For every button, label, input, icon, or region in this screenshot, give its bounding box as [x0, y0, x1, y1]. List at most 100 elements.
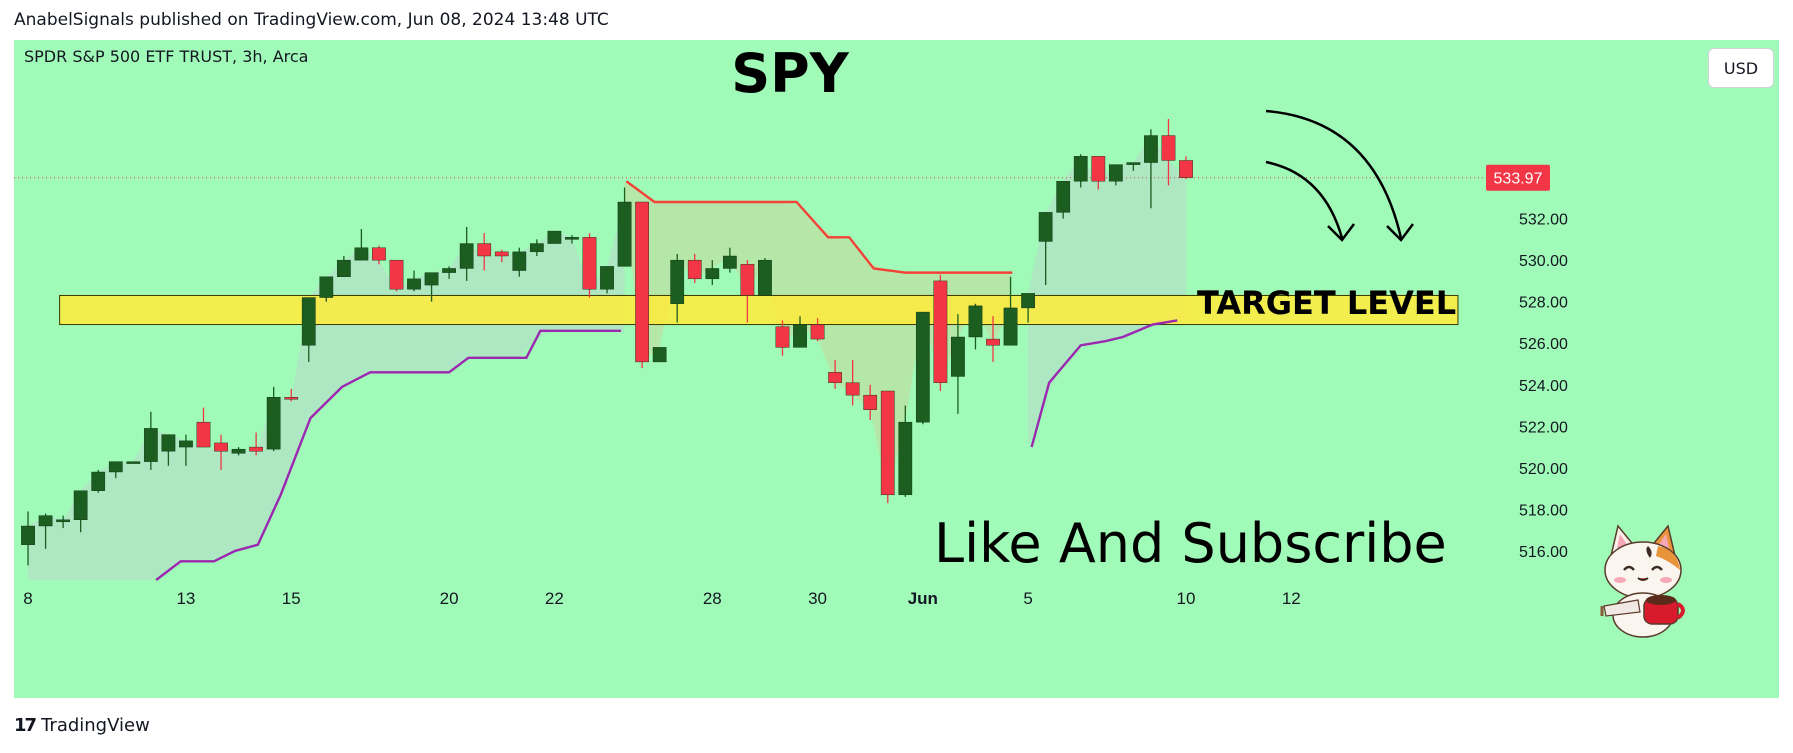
- candle: [1144, 135, 1158, 163]
- x-tick-label: 13: [176, 589, 195, 608]
- tradingview-logo[interactable]: 17 TradingView: [14, 715, 150, 736]
- x-tick-label: 5: [1023, 589, 1032, 608]
- candle: [968, 305, 983, 338]
- x-tick-label: 22: [545, 589, 564, 608]
- candle: [687, 259, 702, 280]
- candle: [933, 280, 948, 383]
- candle: [1038, 212, 1053, 242]
- arrow-head-2: [1386, 223, 1414, 242]
- y-tick-label: 526.00: [1519, 336, 1568, 353]
- candle: [617, 201, 632, 267]
- y-tick-label: 524.00: [1519, 378, 1568, 395]
- target-zone: [59, 294, 1459, 326]
- candle: [845, 382, 860, 396]
- candle: [915, 311, 930, 423]
- candle: [73, 490, 88, 520]
- x-tick-label: Jun: [908, 589, 938, 608]
- x-tick-label: 30: [808, 589, 827, 608]
- candle: [442, 268, 456, 273]
- x-tick-label: 10: [1177, 589, 1196, 608]
- candle: [38, 515, 53, 527]
- candle: [565, 237, 579, 240]
- support-line-2: [1030, 319, 1178, 448]
- candle: [705, 268, 720, 280]
- target-level-label: TARGET LEVEL: [1197, 284, 1456, 322]
- tradingview-logo-icon: 17: [14, 715, 37, 736]
- chart-title: SPY: [731, 42, 849, 105]
- candle: [1073, 156, 1088, 182]
- candle: [161, 434, 176, 452]
- tradingview-logo-text: TradingView: [41, 715, 150, 736]
- candle: [722, 255, 737, 269]
- candle: [477, 243, 492, 257]
- candle: [108, 461, 123, 473]
- candle: [1091, 156, 1106, 182]
- support-shade-2: [1028, 135, 1187, 448]
- arrow-head-1: [1327, 223, 1355, 242]
- candle: [670, 259, 685, 304]
- candle: [652, 347, 667, 363]
- publisher-caption: AnabelSignals published on TradingView.c…: [14, 10, 609, 30]
- y-tick-label: 522.00: [1519, 419, 1568, 436]
- candle: [284, 397, 299, 400]
- candle: [1021, 293, 1035, 309]
- chart-area[interactable]: 516.00 518.00 520.00 522.00 524.00 526.00 528.…: [14, 40, 1779, 698]
- candle: [214, 442, 228, 452]
- x-tick-label: 15: [282, 589, 301, 608]
- candle: [793, 324, 807, 348]
- y-tick-label: 532.00: [1519, 212, 1568, 229]
- candle: [372, 247, 386, 261]
- candle: [512, 251, 527, 271]
- candle: [986, 338, 1000, 346]
- candle: [863, 394, 878, 410]
- arrow-curve-1: [1265, 160, 1344, 239]
- candle: [600, 266, 614, 290]
- candle: [1126, 162, 1141, 165]
- resistance-line: [625, 180, 1013, 274]
- candle: [354, 247, 369, 261]
- y-tick-label: 530.00: [1519, 253, 1568, 270]
- candle: [1161, 135, 1176, 161]
- candle: [1056, 181, 1071, 213]
- candle: [126, 461, 141, 464]
- candle: [529, 243, 544, 253]
- candle: [1179, 160, 1193, 178]
- candle: [1108, 164, 1123, 182]
- x-tick-label: 20: [440, 589, 459, 608]
- symbol-info: SPDR S&P 500 ETF TRUST, 3h, Arca: [24, 47, 308, 66]
- last-price-badge: [1486, 164, 1550, 191]
- cat-sticker-icon: [1600, 524, 1685, 638]
- candle: [196, 421, 211, 448]
- candle: [424, 272, 439, 286]
- candle: [898, 421, 913, 496]
- candle: [459, 243, 474, 269]
- candle: [21, 525, 35, 545]
- candle: [56, 519, 70, 523]
- candle: [91, 471, 106, 491]
- x-tick-label: 28: [703, 589, 722, 608]
- candle: [301, 297, 316, 346]
- arrow-curve-2: [1265, 109, 1403, 239]
- currency-button[interactable]: USD: [1708, 48, 1774, 88]
- price-chart[interactable]: 516.00 518.00 520.00 522.00 524.00 526.00 528.…: [14, 40, 1779, 698]
- candle: [389, 259, 404, 290]
- candle: [951, 336, 965, 377]
- candle: [319, 276, 334, 298]
- candle: [336, 259, 351, 277]
- candle: [828, 372, 842, 383]
- candle: [249, 446, 263, 452]
- candle: [758, 259, 772, 296]
- candle: [231, 448, 246, 454]
- candle: [810, 324, 825, 340]
- candle: [547, 230, 562, 244]
- candle: [143, 428, 158, 462]
- candle: [740, 264, 755, 296]
- support-line: [155, 329, 622, 581]
- candle: [635, 201, 649, 363]
- y-tick-label: 520.00: [1519, 461, 1568, 478]
- candle: [1003, 307, 1018, 346]
- like-subscribe-label: Like And Subscribe: [934, 512, 1447, 575]
- candle: [880, 390, 895, 496]
- y-tick-label: 528.00: [1519, 295, 1568, 312]
- x-tick-label: 8: [23, 589, 32, 608]
